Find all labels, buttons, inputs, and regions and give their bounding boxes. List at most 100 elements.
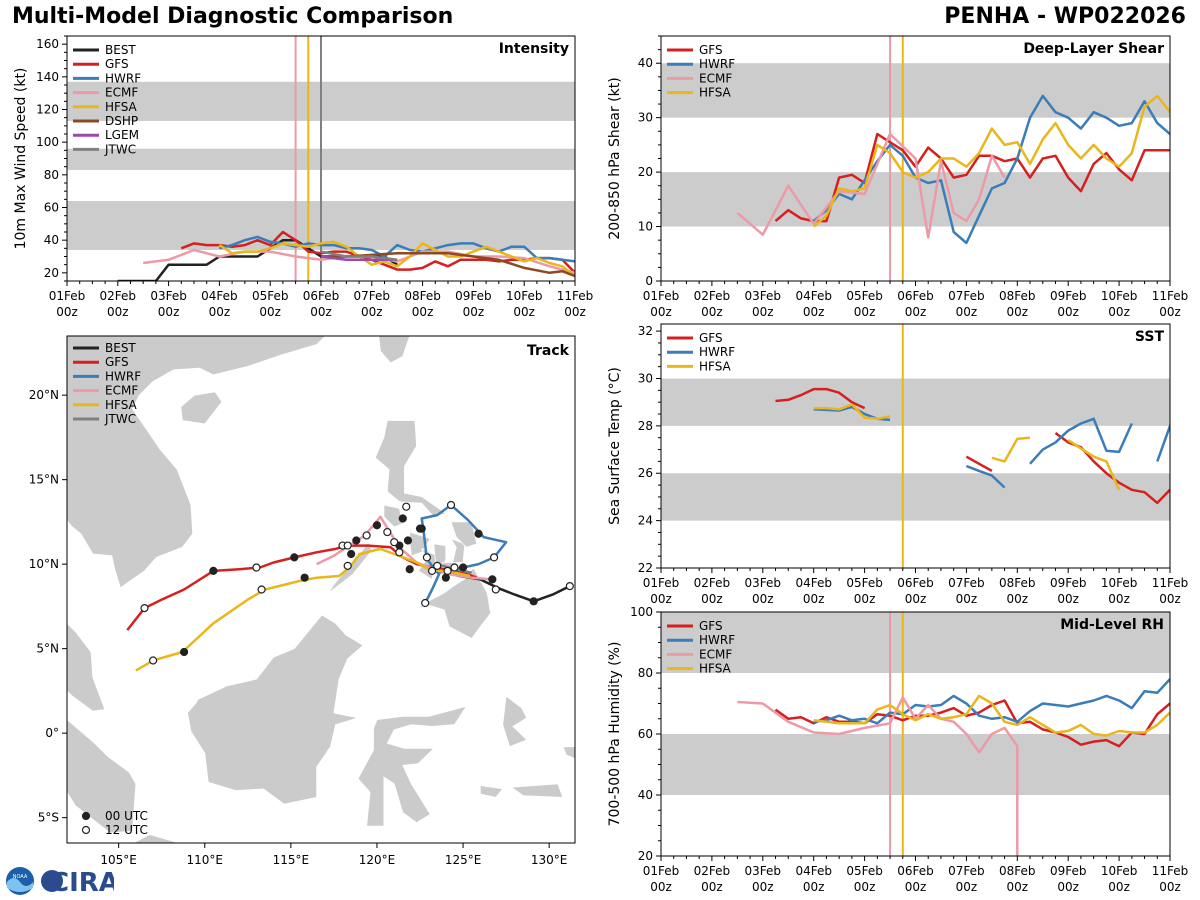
x-tick-label-day: 10Feb	[506, 289, 543, 303]
x-tick-label-day: 02Feb	[694, 864, 731, 878]
series-line-gfs	[774, 699, 1170, 748]
track-marker-00utc	[488, 575, 497, 584]
series-line-hwrf	[1029, 417, 1133, 465]
x-tick-label-hour: 00z	[310, 305, 332, 319]
legend-label-hwrf: HWRF	[699, 345, 735, 359]
x-tick-label-hour: 00z	[701, 592, 723, 606]
x-tick-label-hour: 00z	[956, 305, 978, 319]
series-line-ecmf	[143, 248, 575, 275]
y-tick-label: 15°N	[29, 473, 59, 487]
legend-label-ecmf: ECMF	[105, 86, 138, 100]
panel-title: Intensity	[499, 41, 569, 57]
series-line-hwrf	[219, 235, 575, 263]
panel-rh: 20 40 60 80 100 01Feb 00z 02Feb 00z 03Feb 00z 04Feb…	[607, 605, 1188, 894]
legend-label-hwrf: HWRF	[105, 71, 141, 85]
legend-label-gfs: GFS	[699, 43, 723, 57]
x-tick-label-hour: 00z	[701, 880, 723, 894]
x-tick-label-hour: 00z	[701, 305, 723, 319]
track-marker-00utc	[441, 573, 450, 582]
x-tick-label-hour: 00z	[854, 880, 876, 894]
x-tick-label-day: 07Feb	[948, 576, 985, 590]
land-polygon	[132, 834, 182, 843]
track-marker-00utc	[209, 566, 218, 576]
panel-sst: 22 24 26 28 30 32 01Feb 00z 02Feb 00z 03Feb 00z 04Fe…	[607, 323, 1188, 606]
panel-title: Track	[527, 343, 570, 359]
x-tick-label-day: 06Feb	[303, 289, 340, 303]
x-tick-label-day: 04Feb	[795, 576, 832, 590]
y-tick-label: 10	[638, 220, 653, 234]
legend-label-gfs: GFS	[699, 619, 723, 633]
series-line-gfs	[965, 455, 993, 472]
x-tick-label-hour: 00z	[752, 592, 774, 606]
series-line-hwrf	[812, 94, 1170, 245]
x-tick-label-day: 08Feb	[999, 864, 1036, 878]
threshold-band	[661, 612, 1170, 673]
y-axis-label: Sea Surface Temp (°C)	[607, 367, 623, 525]
panel-title: SST	[1135, 329, 1165, 345]
y-tick-label: 40	[44, 233, 59, 247]
track-marker-12utc	[433, 561, 442, 570]
panel-shear: 0 10 20 30 40 01Feb 00z 02Feb 00z 03Feb 00z 04Feb 00…	[607, 35, 1188, 319]
track-marker-12utc	[362, 531, 371, 540]
land-polygon	[67, 622, 106, 712]
y-axis-label: 200-850 hPa Shear (kt)	[607, 77, 623, 239]
track-marker-00utc	[352, 536, 361, 545]
land-polygon	[378, 336, 411, 364]
panel-title: Mid-Level RH	[1060, 617, 1164, 633]
track-marker-12utc	[421, 598, 430, 608]
legend-label-hfsa: HFSA	[699, 86, 732, 100]
x-tick-label-hour: 00z	[1057, 305, 1079, 319]
x-tick-label-day: 03Feb	[745, 289, 782, 303]
y-tick-label: 100	[36, 135, 59, 149]
y-tick-label: 20	[638, 849, 653, 863]
x-tick-label-day: 07Feb	[948, 289, 985, 303]
marker-legend-label: 12 UTC	[105, 823, 148, 837]
plot-area-rh	[661, 612, 1170, 856]
series-line-hfsa	[991, 436, 1031, 463]
x-tick-label-hour: 00z	[158, 305, 180, 319]
y-tick-label: 160	[36, 37, 59, 51]
x-tick-label-hour: 00z	[513, 305, 535, 319]
y-tick-label: 60	[44, 201, 59, 215]
marker-legend-label: 00 UTC	[105, 809, 148, 823]
x-tick-label-hour: 00z	[956, 880, 978, 894]
series-line-hwrf	[813, 678, 1170, 725]
legend-label-lgem: LGEM	[105, 128, 139, 142]
track-marker-12utc	[140, 603, 149, 613]
series-line-jtwc	[320, 250, 398, 262]
x-tick-label-hour: 00z	[752, 305, 774, 319]
legend-label-jtwc: JTWC	[104, 412, 136, 426]
x-tick-label-hour: 00z	[854, 592, 876, 606]
x-tick-label-day: 09Feb	[1050, 864, 1087, 878]
threshold-band	[661, 172, 1170, 227]
threshold-band	[661, 378, 1170, 426]
x-tick-label-hour: 00z	[650, 880, 672, 894]
series-line-hwrf	[965, 464, 1006, 489]
track-marker-12utc	[491, 585, 500, 594]
plot-area-intensity	[67, 36, 575, 281]
legend-label-hfsa: HFSA	[699, 662, 732, 676]
x-tick-label: 115°E	[273, 853, 310, 867]
track-marker-00utc	[529, 597, 538, 606]
y-tick-label: 40	[638, 788, 653, 802]
x-tick-label-day: 08Feb	[404, 289, 441, 303]
x-tick-label: 125°E	[445, 853, 482, 867]
x-tick-label-day: 11Feb	[557, 289, 594, 303]
x-tick-label-day: 05Feb	[846, 576, 883, 590]
track-marker-12utc	[565, 582, 574, 591]
y-tick-label: 22	[638, 561, 653, 575]
x-tick-label-hour: 00z	[650, 592, 672, 606]
x-tick-label-hour: 00z	[1108, 880, 1130, 894]
x-tick-label-hour: 00z	[564, 305, 586, 319]
x-tick-label-day: 05Feb	[846, 289, 883, 303]
x-tick-label-hour: 00z	[463, 305, 485, 319]
series-line-hfsa	[1067, 439, 1121, 491]
x-tick-label-hour: 00z	[56, 305, 78, 319]
series-line-hfsa	[218, 240, 575, 278]
x-tick-label-day: 10Feb	[1101, 864, 1138, 878]
x-tick-label-hour: 00z	[1057, 592, 1079, 606]
land-polygon	[502, 695, 528, 748]
x-tick-label-day: 03Feb	[150, 289, 187, 303]
y-axis-label: 10m Max Wind Speed (kt)	[13, 68, 29, 250]
